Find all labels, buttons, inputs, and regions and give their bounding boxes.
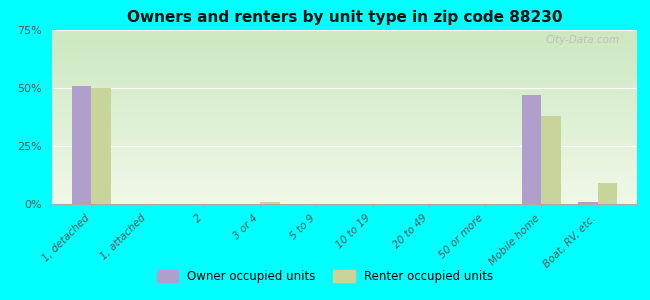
Bar	[541, 116, 561, 204]
Text: City-Data.com: City-Data.com	[545, 35, 619, 45]
Bar	[522, 95, 541, 204]
Legend: Owner occupied units, Renter occupied units: Owner occupied units, Renter occupied un…	[152, 266, 498, 288]
Bar	[597, 183, 618, 204]
Bar	[72, 86, 92, 204]
Bar	[92, 88, 111, 204]
Bar	[260, 202, 280, 204]
Bar	[578, 202, 597, 204]
Title: Owners and renters by unit type in zip code 88230: Owners and renters by unit type in zip c…	[127, 10, 562, 25]
